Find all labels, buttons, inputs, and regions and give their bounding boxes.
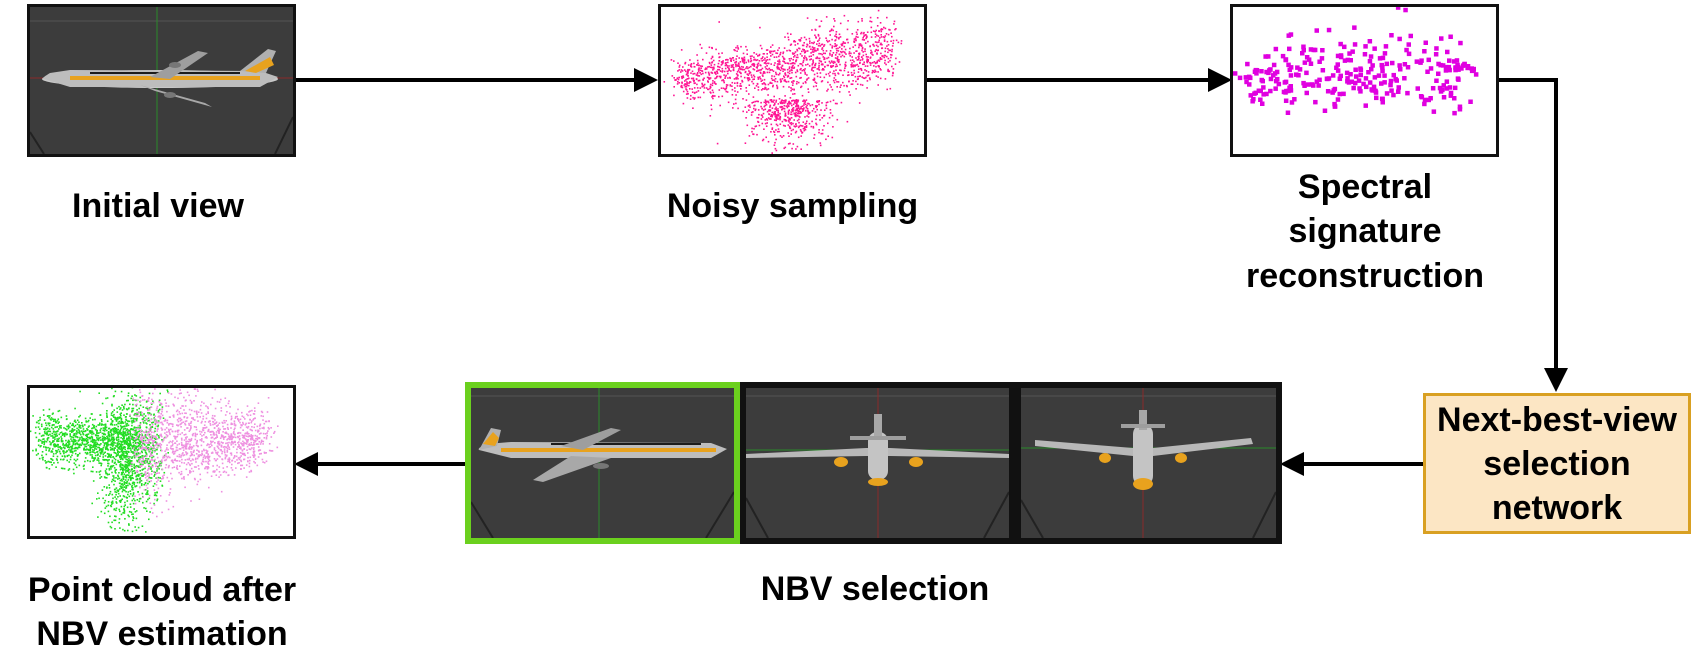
noisy-sampling-image [658, 4, 927, 157]
airplane-rear-icon [746, 388, 1009, 538]
arrowhead-initial-to-noisy [634, 68, 658, 92]
nbv-candidate-2 [740, 382, 1015, 544]
noisy-point-cloud [663, 9, 903, 154]
spectral-reconstruction-image [1230, 4, 1499, 157]
arrow-spectral-to-network [1499, 78, 1558, 372]
initial-view-label: Initial view [72, 187, 244, 225]
arrowhead-noisy-to-spectral [1208, 68, 1232, 92]
airplane-front-icon [1021, 388, 1276, 538]
point-cloud-label-line-1: Point cloud after [27, 571, 297, 609]
arrowhead-spectral-to-network [1544, 368, 1568, 392]
point-cloud-label-line-2: NBV estimation [36, 615, 288, 653]
arrowhead-nbv-to-cloud [294, 452, 318, 476]
spectral-label-line-2: signature [1288, 212, 1442, 250]
airplane-side-icon [471, 388, 734, 538]
initial-view-image [27, 4, 296, 157]
nbv-candidate-3 [1015, 382, 1282, 544]
noisy-sampling-label: Noisy sampling [666, 187, 919, 225]
point-cloud-after-nbv-image [27, 385, 296, 539]
nbv-selection-label: NBV selection [760, 570, 990, 608]
arrowhead-network-to-nbv [1280, 452, 1304, 476]
network-label-line-2: selection [1483, 444, 1631, 483]
nbv-network-box: Next-best-view selection network [1423, 393, 1691, 534]
spectral-label-line-1: Spectral [1297, 168, 1433, 206]
merged-point-cloud [30, 388, 279, 533]
network-label-line-3: network [1491, 488, 1623, 527]
nbv-candidate-selected [465, 382, 740, 544]
network-label-line-1: Next-best-view [1437, 400, 1677, 439]
spectral-label-line-3: reconstruction [1245, 257, 1485, 295]
airplane-side-icon [30, 7, 293, 154]
spectral-point-cloud [1233, 7, 1479, 116]
